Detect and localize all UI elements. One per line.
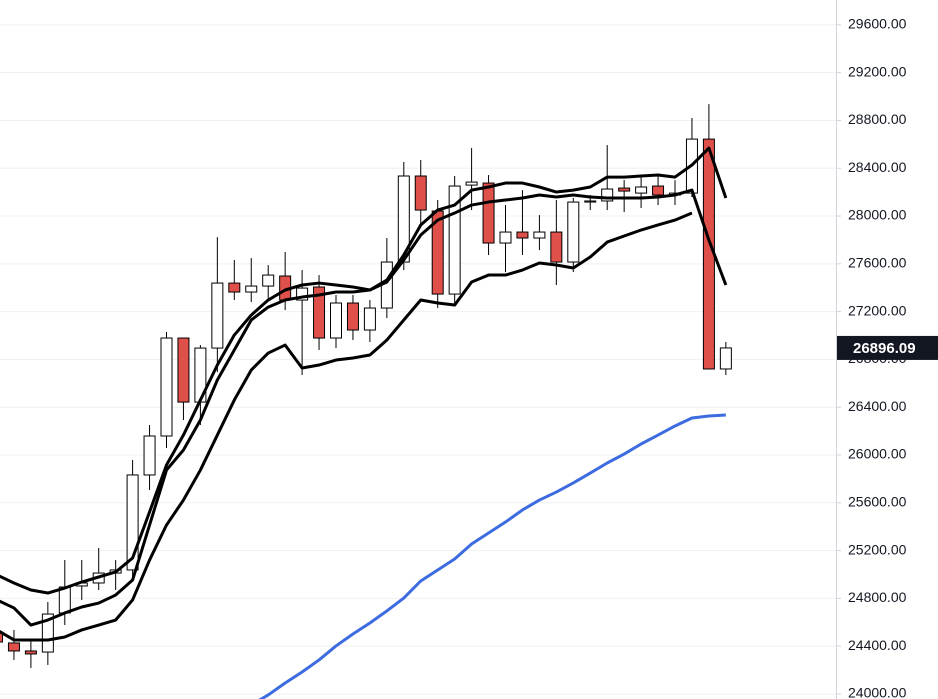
candle-body — [533, 231, 546, 239]
candle-body — [499, 231, 512, 244]
candle-body — [567, 201, 580, 263]
last-price-label: 26896.09 — [853, 340, 916, 357]
indicator-line — [0, 211, 693, 642]
candle-body — [448, 185, 461, 295]
y-tick-label: 24000.00 — [848, 685, 907, 699]
candle-body — [296, 287, 309, 301]
candle-body — [482, 182, 495, 244]
candle-body — [346, 302, 359, 331]
candle-body — [313, 286, 326, 339]
candle-body — [516, 231, 529, 239]
y-tick-label: 25200.00 — [848, 541, 907, 557]
candle-body — [262, 274, 275, 287]
y-tick-label: 27600.00 — [848, 255, 907, 271]
candle-body — [24, 650, 37, 655]
candle-body — [143, 435, 156, 476]
y-tick-label: 29600.00 — [848, 16, 907, 32]
candle-body — [245, 285, 258, 293]
last-price-box — [837, 335, 938, 360]
candle-body — [41, 613, 54, 653]
price-axis: 24000.00 24400.00 24800.00 25200.00 25600.00… — [836, 16, 938, 699]
grid — [0, 24, 836, 695]
y-tick-label: 29200.00 — [848, 63, 907, 79]
y-tick-label: 24800.00 — [848, 589, 907, 605]
y-tick-label: 28400.00 — [848, 159, 907, 175]
indicator-line — [0, 146, 728, 595]
indicator-line — [258, 413, 726, 699]
candle-body — [719, 347, 732, 370]
y-tick-label: 28800.00 — [848, 111, 907, 127]
candle-body — [652, 185, 665, 196]
candle-body — [414, 175, 427, 211]
candle-body — [363, 307, 376, 331]
y-tick-label: 24400.00 — [848, 637, 907, 653]
y-tick-label: 26400.00 — [848, 398, 907, 414]
y-tick-label: 26000.00 — [848, 446, 907, 462]
plot-area — [0, 104, 732, 699]
candle-body — [160, 337, 173, 437]
candle-body — [177, 337, 190, 403]
candle-body — [0, 631, 3, 643]
candle-body — [584, 200, 597, 203]
y-tick-label: 25600.00 — [848, 494, 907, 510]
candle-body — [601, 188, 614, 202]
candle-body — [126, 474, 139, 571]
candle-body — [58, 586, 71, 614]
candle-body — [465, 181, 478, 186]
y-tick-label: 27200.00 — [848, 302, 907, 318]
y-tick-label: 28000.00 — [848, 207, 907, 223]
candle-body — [330, 302, 342, 339]
indicator-line — [0, 188, 728, 627]
candle-body — [618, 187, 631, 192]
candle-body — [228, 282, 241, 293]
candle-body — [550, 231, 563, 263]
candle-body — [635, 186, 648, 194]
candle-body — [7, 642, 20, 652]
candle-body — [211, 282, 224, 349]
